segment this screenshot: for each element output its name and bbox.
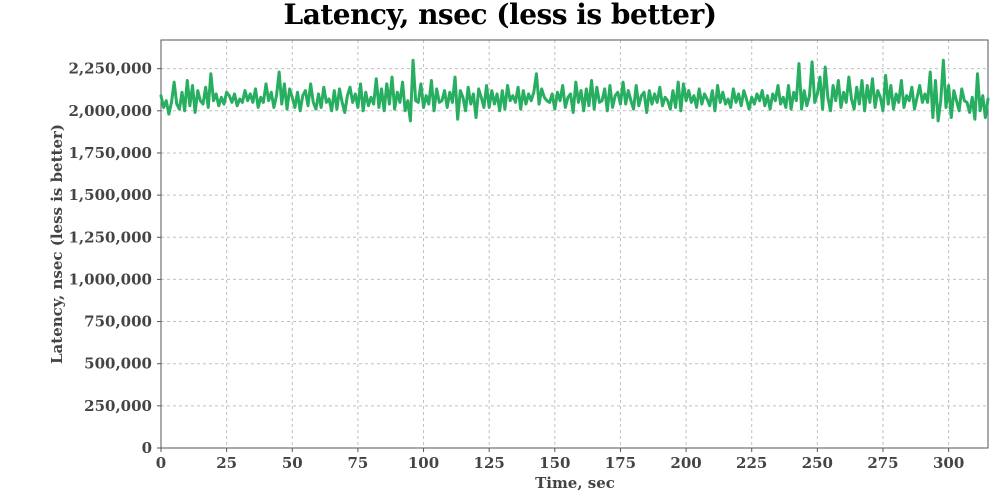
y-tick-label: 250,000 xyxy=(84,397,152,415)
latency-series-line xyxy=(159,58,990,123)
y-tick-label: 0 xyxy=(142,439,152,457)
y-axis-ticks: 0 250,000 500,000 750,000 1,000,000 1,250,000… xyxy=(68,60,161,457)
chart-title: Latency, nsec (less is better) xyxy=(283,0,718,31)
x-tick-label: 100 xyxy=(408,454,439,472)
y-tick-label: 750,000 xyxy=(84,313,152,331)
y-tick-label: 1,750,000 xyxy=(68,144,152,162)
y-tick-label: 1,000,000 xyxy=(68,270,152,288)
x-tick-label: 275 xyxy=(867,454,898,472)
x-tick-label: 50 xyxy=(282,454,303,472)
x-tick-label: 0 xyxy=(156,454,166,472)
x-tick-label: 75 xyxy=(347,454,368,472)
y-tick-label: 2,250,000 xyxy=(68,60,152,78)
y-tick-label: 1,500,000 xyxy=(68,186,152,204)
y-tick-label: 1,250,000 xyxy=(68,228,152,246)
x-tick-label: 225 xyxy=(736,454,767,472)
x-tick-label: 300 xyxy=(933,454,964,472)
x-tick-label: 175 xyxy=(605,454,636,472)
plot-area xyxy=(160,39,989,449)
x-tick-label: 125 xyxy=(474,454,505,472)
x-tick-label: 200 xyxy=(670,454,701,472)
series-layer xyxy=(159,58,990,123)
x-axis-label: Time, sec xyxy=(535,474,615,492)
x-tick-label: 150 xyxy=(539,454,570,472)
x-axis-ticks: 0 25 50 75 100 125 150 175 200 225 250 275 300 xyxy=(156,448,964,472)
y-tick-label: 2,000,000 xyxy=(68,102,152,120)
x-tick-label: 25 xyxy=(216,454,237,472)
y-axis-label: Latency, nsec (less is better) xyxy=(48,124,66,364)
y-tick-label: 500,000 xyxy=(84,355,152,373)
x-tick-label: 250 xyxy=(802,454,833,472)
